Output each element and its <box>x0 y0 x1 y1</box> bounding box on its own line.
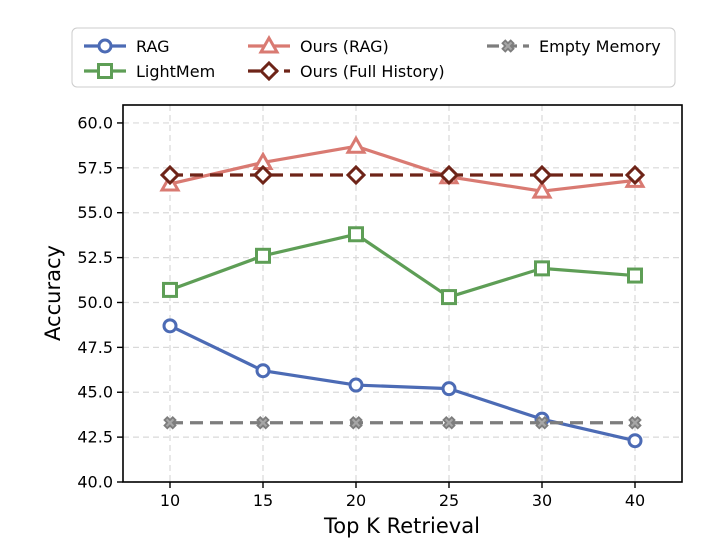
legend-box <box>71 27 676 88</box>
x-tick-label: 10 <box>160 491 180 510</box>
legend-marker <box>258 60 280 82</box>
legend: RAG LightMem Ours (RAG) Ours (Full History)… <box>71 27 676 88</box>
data-point-x <box>349 415 363 430</box>
y-axis-ticks: 40.0 42.5 45.0 47.5 50.0 52.5 55.0 57.5 60.0 <box>77 113 123 492</box>
y-tick-label: 47.5 <box>77 338 113 357</box>
data-point-square <box>162 281 178 298</box>
series-layer <box>159 135 646 449</box>
legend-entry: Empty Memory <box>487 37 661 56</box>
data-point-diamond <box>438 164 460 186</box>
data-point-diamond <box>345 164 367 186</box>
data-point-x <box>628 415 642 430</box>
data-point-circle <box>441 381 457 397</box>
y-tick-label: 60.0 <box>77 113 113 132</box>
data-point-x <box>442 415 456 430</box>
x-tick-label: 25 <box>439 491 459 510</box>
x-tick-label: 30 <box>532 491 552 510</box>
y-tick-label: 52.5 <box>77 248 113 267</box>
data-point-circle <box>627 433 643 449</box>
x-tick-label: 15 <box>253 491 273 510</box>
data-point-square <box>627 267 643 284</box>
data-point-diamond <box>252 164 274 186</box>
x-tick-label: 20 <box>346 491 366 510</box>
data-point-square <box>441 289 457 306</box>
plot-frame <box>122 104 683 483</box>
y-tick-label: 45.0 <box>77 383 113 402</box>
series-line <box>169 144 636 193</box>
legend-entry: Ours (RAG) <box>248 34 389 56</box>
x-axis-ticks: 10 15 20 25 30 40 <box>160 482 645 510</box>
y-axis-label: Accuracy <box>41 245 65 341</box>
data-point-circle <box>255 363 271 379</box>
x-tick-label: 40 <box>625 491 645 510</box>
x-axis-label: Top K Retrieval <box>323 514 480 538</box>
legend-label: Ours (RAG) <box>300 37 389 56</box>
data-point-circle <box>162 318 178 334</box>
y-tick-label: 40.0 <box>77 473 113 492</box>
series-line <box>169 232 636 299</box>
data-point-diamond <box>624 164 646 186</box>
legend-marker <box>501 39 515 53</box>
data-point-square <box>348 226 364 243</box>
data-point-x <box>256 415 270 430</box>
data-point-diamond <box>159 164 181 186</box>
data-point-circle <box>348 377 364 393</box>
legend-marker <box>97 38 113 54</box>
data-point-triangle <box>531 180 553 199</box>
data-point-diamond <box>531 164 553 186</box>
data-point-triangle <box>345 135 367 154</box>
data-point-x <box>163 415 177 430</box>
legend-entry: Ours (Full History) <box>248 60 445 82</box>
series-ours-full-history <box>159 164 646 186</box>
series-ours-rag <box>159 135 646 199</box>
legend-label: RAG <box>136 37 170 56</box>
legend-entry: RAG <box>84 37 170 56</box>
data-point-square <box>255 247 271 264</box>
legend-label: Ours (Full History) <box>300 62 445 81</box>
series-lightmem <box>162 226 643 306</box>
legend-marker <box>97 63 113 79</box>
legend-entry: LightMem <box>84 62 215 81</box>
y-tick-label: 50.0 <box>77 293 113 312</box>
data-point-x <box>535 415 549 430</box>
series-rag <box>162 318 643 449</box>
legend-label: LightMem <box>136 62 215 81</box>
y-tick-label: 55.0 <box>77 203 113 222</box>
y-tick-label: 57.5 <box>77 158 113 177</box>
legend-marker <box>258 34 280 54</box>
y-tick-label: 42.5 <box>77 428 113 447</box>
data-point-square <box>534 260 550 277</box>
legend-label: Empty Memory <box>539 37 661 56</box>
series-empty-memory <box>163 415 642 430</box>
